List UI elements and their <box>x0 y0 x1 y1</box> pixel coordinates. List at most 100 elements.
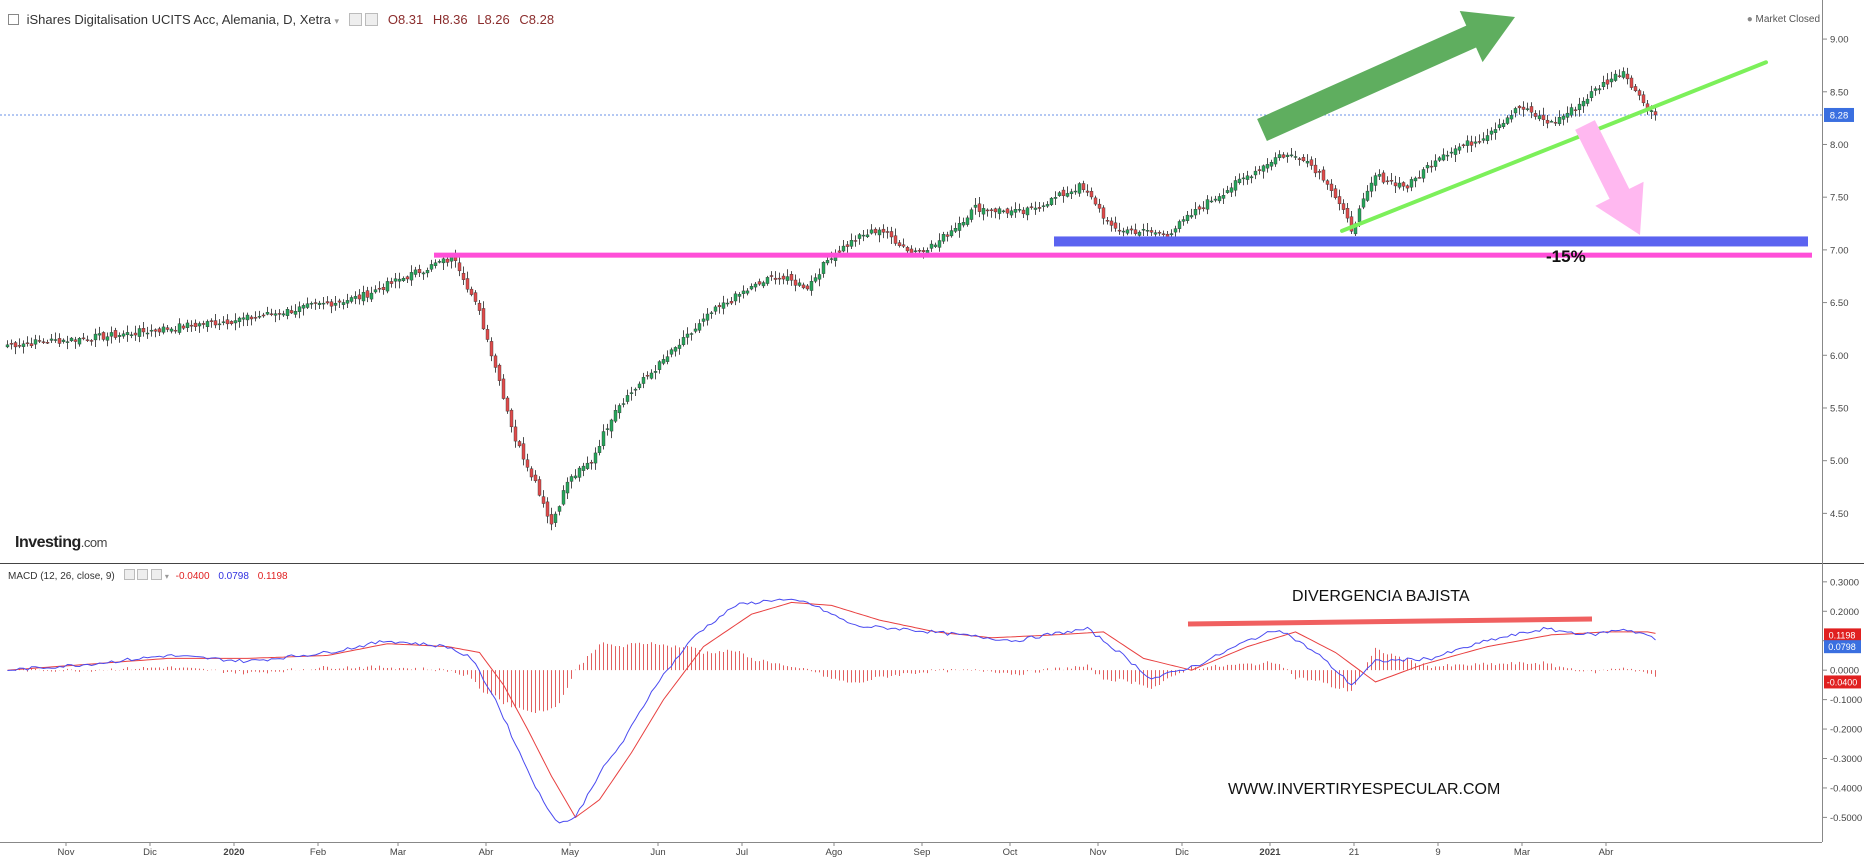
price-pane[interactable] <box>0 0 1822 563</box>
candle-up <box>1593 88 1598 91</box>
candle-up <box>345 300 350 304</box>
candle-down <box>1345 208 1350 219</box>
eye-icon[interactable] <box>123 569 135 580</box>
candle-down <box>133 332 138 336</box>
candle-up <box>1045 204 1050 207</box>
candle-down <box>73 339 78 342</box>
candle-up <box>949 230 954 237</box>
price-tick-label: 7.00 <box>1830 245 1849 256</box>
candle-down <box>977 203 982 212</box>
candle-up <box>145 332 150 335</box>
candle-up <box>1145 230 1150 232</box>
candle-up <box>857 234 862 239</box>
candle-up <box>685 333 690 338</box>
candle-down <box>337 300 342 303</box>
settings-icon[interactable] <box>348 13 362 26</box>
candle-down <box>717 305 722 308</box>
candle-down <box>249 316 254 320</box>
chevron-down-icon[interactable]: ▾ <box>334 16 339 26</box>
candle-up <box>309 303 314 305</box>
open-value: O8.31 <box>387 12 424 27</box>
candle-up <box>1269 161 1274 167</box>
candle-down <box>253 317 258 319</box>
candle-up <box>1237 178 1242 184</box>
candle-up <box>61 339 66 342</box>
candle-up <box>677 344 682 349</box>
candle-up <box>1609 78 1614 83</box>
candle-down <box>805 285 810 290</box>
candle-up <box>597 446 602 453</box>
candle-down <box>757 281 762 285</box>
candle-down <box>537 479 542 496</box>
candle-up <box>305 303 310 308</box>
candle-up <box>1589 91 1594 98</box>
time-tick-label: Nov <box>1090 847 1107 858</box>
candle-up <box>1509 115 1514 120</box>
close-icon[interactable] <box>151 569 163 580</box>
price-tick-label: 7.50 <box>1830 193 1849 204</box>
candle-up <box>121 333 126 337</box>
candle-down <box>1529 106 1534 113</box>
candle-down <box>213 320 218 326</box>
candle-up <box>697 323 702 331</box>
candle-up <box>1121 230 1126 233</box>
candle-down <box>853 240 858 242</box>
candle-up <box>1501 122 1506 127</box>
candle-up <box>1013 209 1018 213</box>
candle-down <box>89 340 94 342</box>
candle-up <box>581 465 586 471</box>
candle-up <box>1169 233 1174 236</box>
candle-down <box>1637 90 1642 96</box>
chevron-down-icon[interactable]: ▾ <box>164 572 169 581</box>
time-tick-label: Abr <box>1599 847 1614 858</box>
candle-up <box>1009 210 1014 216</box>
time-tick-label: Jun <box>650 847 665 858</box>
candle-down <box>1333 188 1338 198</box>
candle-down <box>17 345 22 347</box>
candle-down <box>389 281 394 284</box>
candle-down <box>1093 197 1098 205</box>
candle-up <box>709 312 714 314</box>
macd-pane[interactable] <box>0 564 1822 842</box>
candle-down <box>101 332 106 340</box>
candle-up <box>753 283 758 288</box>
instrument-title[interactable]: iShares Digitalisation UCITS Acc, Aleman… <box>26 12 331 27</box>
candle-down <box>45 342 50 344</box>
candle-down <box>1477 141 1482 143</box>
macd-tick-label: 0.3000 <box>1830 577 1859 588</box>
percent-label: -15% <box>1546 247 1586 266</box>
candle-up <box>957 223 962 231</box>
candle-down <box>29 343 34 347</box>
candle-up <box>1497 124 1502 128</box>
close-icon[interactable] <box>365 13 379 26</box>
candle-up <box>5 344 10 348</box>
candle-up <box>1221 195 1226 199</box>
macd-title[interactable]: MACD (12, 26, close, 9) <box>8 571 115 582</box>
candle-down <box>1201 207 1206 209</box>
candle-up <box>1305 161 1310 164</box>
candle-up <box>733 293 738 302</box>
candle-up <box>429 264 434 270</box>
candle-down <box>325 301 330 304</box>
macd-value-badge-label: 0.1198 <box>1829 630 1856 640</box>
candle-up <box>257 316 262 318</box>
candle-up <box>1493 129 1498 133</box>
candle-up <box>169 328 174 332</box>
time-tick-label: Jul <box>736 847 748 858</box>
candle-down <box>1021 209 1026 215</box>
collapse-icon[interactable] <box>8 14 19 25</box>
candle-down <box>1393 182 1398 187</box>
candle-up <box>997 208 1002 214</box>
candle-up <box>605 428 610 430</box>
candle-down <box>465 278 470 290</box>
gear-icon[interactable] <box>137 569 149 580</box>
candle-up <box>233 320 238 324</box>
candle-up <box>77 338 82 345</box>
candle-up <box>1577 103 1582 111</box>
website-label: WWW.INVERTIRYESPECULAR.COM <box>1228 781 1500 798</box>
candle-up <box>673 347 678 352</box>
macd-value-badge <box>1824 628 1861 642</box>
candle-down <box>889 231 894 238</box>
candle-down <box>481 308 486 330</box>
